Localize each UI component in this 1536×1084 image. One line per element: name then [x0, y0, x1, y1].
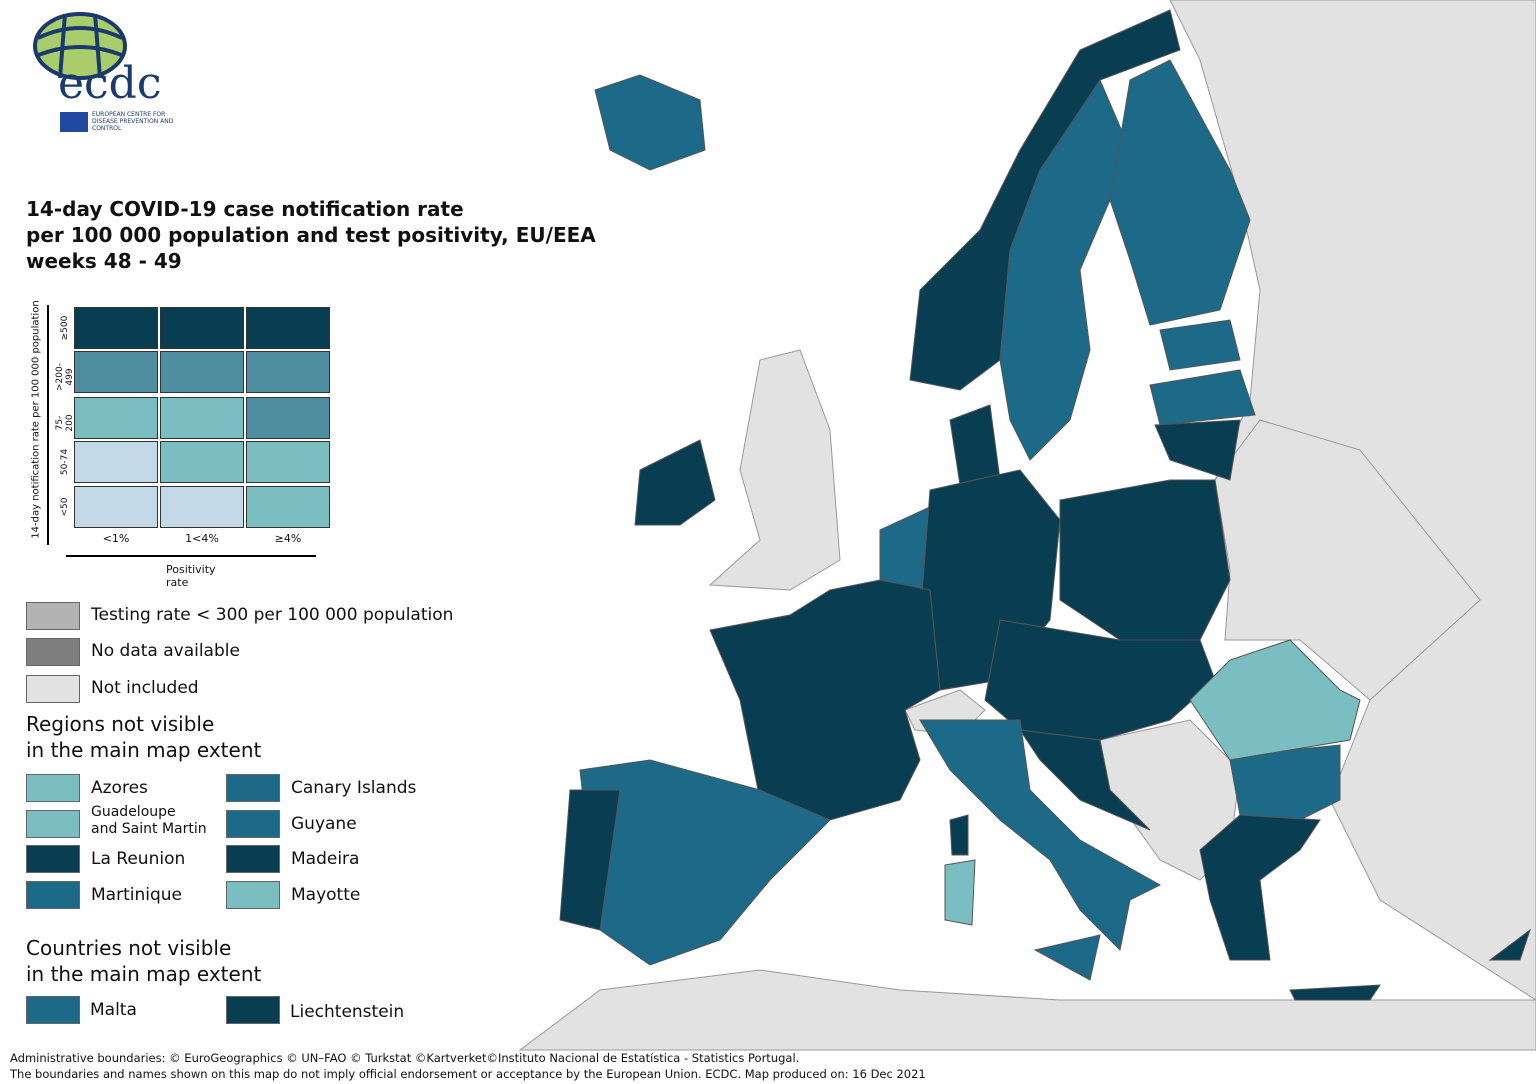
matrix-cell [246, 397, 330, 439]
legend-label-notincluded: Not included [91, 678, 199, 698]
slovenia-croatia [1018, 729, 1151, 831]
logo-wordmark: ecdc [58, 58, 162, 109]
matrix-cell [160, 351, 244, 393]
region-name-2: and Saint Martin [91, 820, 207, 837]
y-axis-arrow [47, 305, 49, 545]
matrix-cell [74, 307, 158, 349]
region-label: Madeira [291, 849, 360, 869]
region-swatch [26, 809, 80, 838]
col-label: 1<4% [185, 532, 219, 545]
ecdc-logo: ecdc EUROPEAN CENTRE FOR DISEASE PREVENT… [30, 8, 180, 133]
row-label: 75-200 [55, 414, 75, 432]
denmark [949, 404, 1001, 486]
matrix-cell [160, 486, 244, 528]
greece [1199, 814, 1321, 961]
italy [919, 719, 1162, 952]
region-swatch [226, 809, 280, 838]
matrix-cell [160, 397, 244, 439]
region-label: Martinique [91, 884, 182, 905]
legend-swatch-nodata [26, 638, 80, 666]
matrix-cell [246, 351, 330, 393]
portugal [559, 789, 621, 931]
sicily [1033, 934, 1101, 981]
region-label: Azores [91, 778, 148, 798]
matrix-cell [74, 351, 158, 393]
region-label: La Reunion [91, 849, 186, 869]
latvia [1149, 369, 1256, 426]
estonia [1159, 319, 1241, 371]
x-axis-label: Positivity rate [166, 563, 216, 589]
region-swatch [26, 880, 80, 909]
country-swatch [26, 996, 80, 1024]
countries-header-1: Countries not visible [26, 936, 232, 960]
row-label: <50 [60, 497, 70, 517]
y-axis-label: 14-day notification rate per 100 000 pop… [30, 300, 42, 539]
iceland [594, 74, 706, 171]
globe-icon [33, 12, 127, 80]
title-line-3: weeks 48 - 49 [26, 249, 182, 273]
legend-label-testing: Testing rate < 300 per 100 000 populatio… [91, 605, 454, 625]
lithuania [1154, 419, 1241, 481]
region-swatch [26, 845, 80, 873]
country-swatch [226, 996, 280, 1024]
region-label: Canary Islands [291, 778, 417, 798]
region-swatch [226, 880, 280, 909]
sardinia [944, 859, 976, 926]
footer-line-2: The boundaries and names shown on this m… [10, 1067, 926, 1081]
sweden [999, 78, 1131, 461]
regions-header-2: in the main map extent [26, 738, 262, 762]
finland [1109, 59, 1251, 326]
logo-subtitle: EUROPEAN CENTRE FOR DISEASE PREVENTION A… [92, 111, 174, 132]
crete [1289, 984, 1381, 1001]
region-swatch [26, 774, 80, 802]
regions-header-1: Regions not visible [26, 712, 215, 736]
region-swatch [226, 845, 280, 873]
region-name: Guadeloupe [91, 803, 176, 820]
matrix-cell [246, 486, 330, 528]
legend-swatch-notincluded [26, 675, 80, 703]
country-label: Malta [90, 1000, 137, 1020]
matrix-cell [74, 441, 158, 483]
france [709, 579, 941, 821]
matrix-cell [160, 441, 244, 483]
title-line-1: 14-day COVID-19 case notification rate [26, 197, 464, 221]
col-label: <1% [102, 532, 130, 545]
ireland [634, 439, 716, 526]
regions-header: Regions not visible in the main map exten… [26, 711, 261, 763]
region-label: Guyane [291, 813, 357, 834]
region-label: Guadeloupe and Saint Martin [91, 804, 207, 838]
matrix-cell [160, 307, 244, 349]
matrix-cell [74, 486, 158, 528]
matrix-cell [246, 307, 330, 349]
uk [708, 349, 841, 591]
eu-flag-icon [60, 112, 88, 132]
belarus-ukraine [1214, 419, 1481, 701]
poland [1059, 479, 1231, 641]
region-label: Mayotte [291, 884, 361, 905]
countries-header-2: in the main map extent [26, 962, 262, 986]
title-line-2: per 100 000 population and test positivi… [26, 223, 596, 247]
north-africa [518, 969, 1536, 1051]
row-label: ≥500 [60, 315, 70, 341]
matrix-cell [74, 397, 158, 439]
row-label: >200-499 [55, 363, 75, 391]
czech-austria-slovakia-hungary [984, 619, 1216, 741]
cyprus [1488, 928, 1531, 961]
map-title: 14-day COVID-19 case notification rate p… [26, 196, 596, 274]
country-label: Liechtenstein [290, 1002, 405, 1022]
region-swatch [226, 774, 280, 802]
legend-swatch-testing [26, 602, 80, 630]
legend-label-nodata: No data available [91, 641, 240, 661]
x-axis-arrow [66, 555, 316, 557]
col-label: ≥4% [274, 532, 302, 545]
row-label: 50-74 [60, 448, 70, 476]
corsica [949, 814, 969, 856]
matrix-cell [246, 441, 330, 483]
footer-line-1: Administrative boundaries: © EuroGeograp… [10, 1051, 800, 1065]
countries-header: Countries not visible in the main map ext… [26, 935, 261, 987]
